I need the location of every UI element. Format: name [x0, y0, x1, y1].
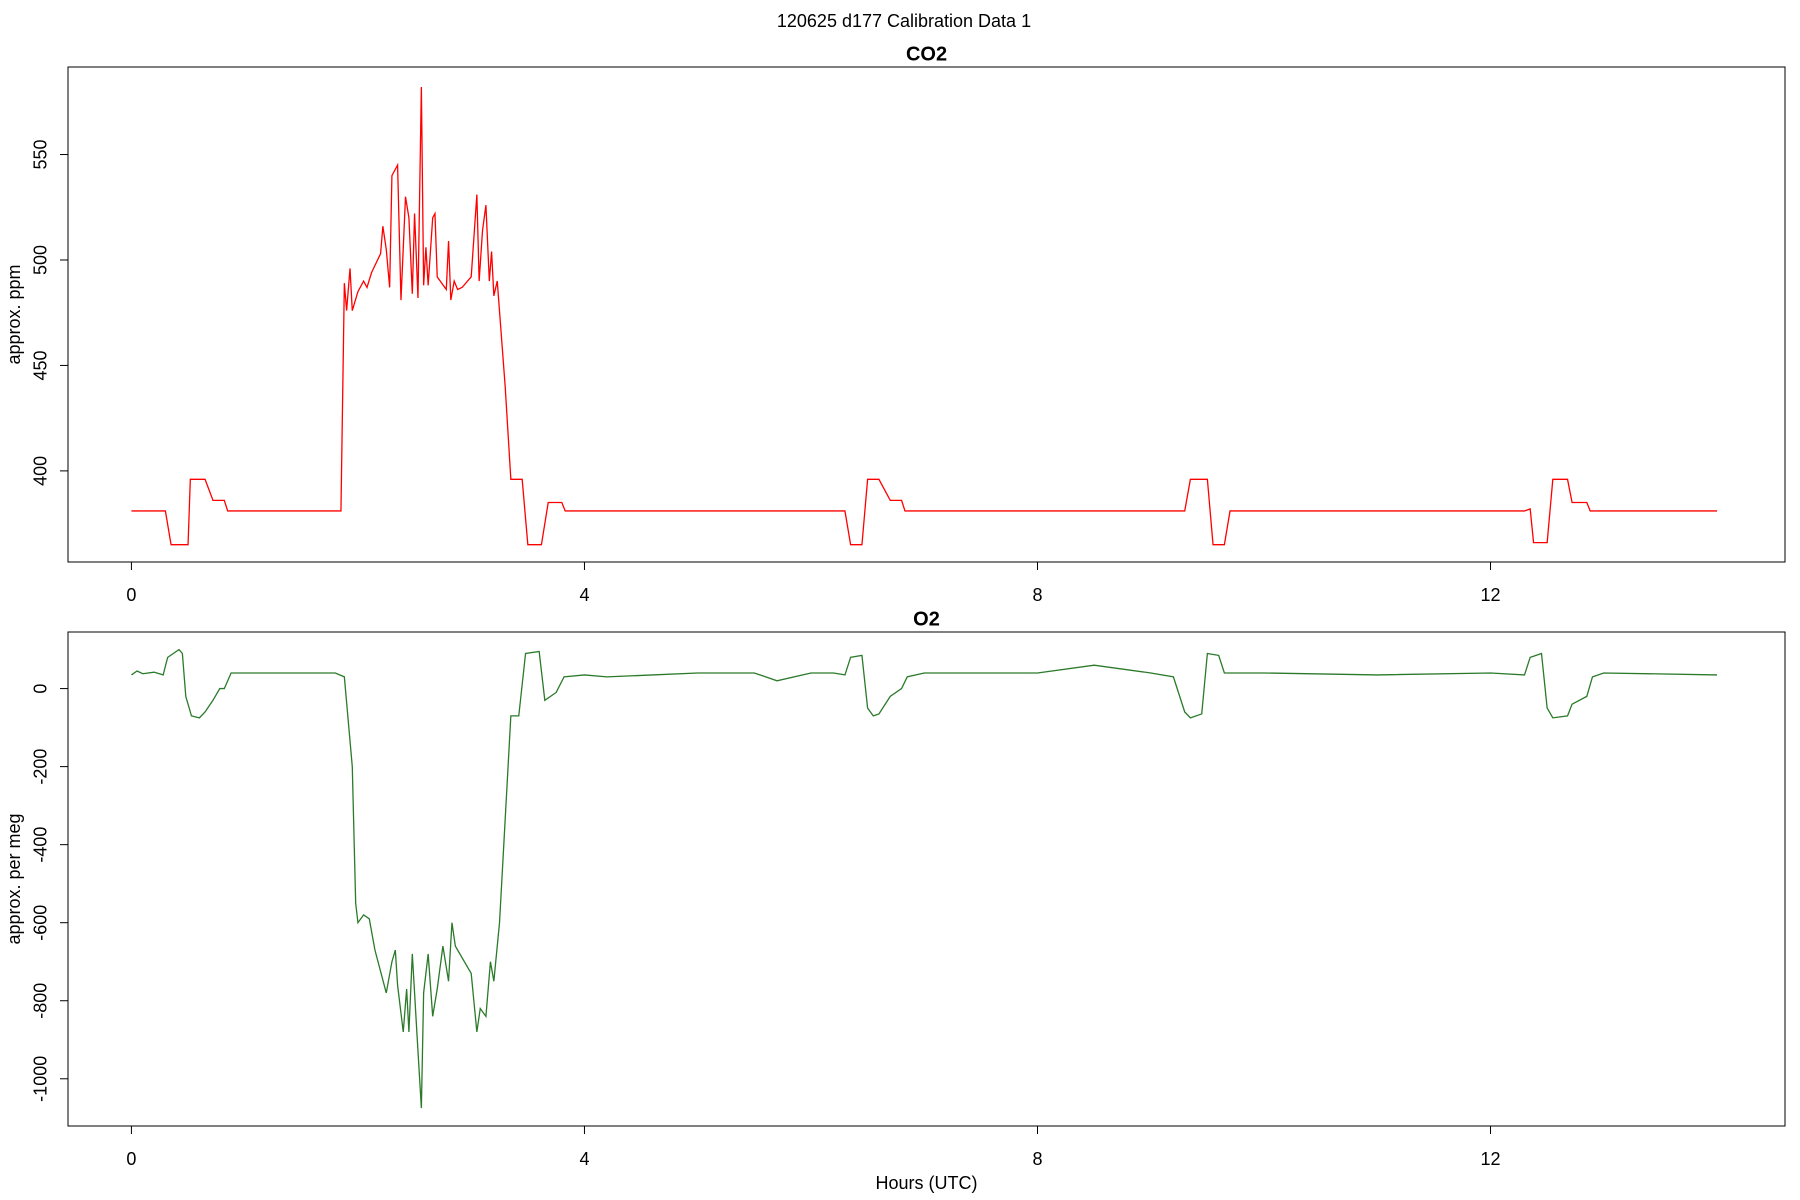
y-tick-label: -600: [31, 905, 51, 941]
plot-box: [67, 631, 1786, 1127]
x-tick-label: 4: [579, 585, 589, 605]
panel-title: O2: [913, 608, 940, 630]
data-line: [131, 87, 1718, 546]
data-line: [131, 648, 1718, 1109]
y-tick-label: 400: [31, 456, 51, 486]
y-tick-label: 450: [31, 350, 51, 380]
x-tick-label: 0: [126, 1149, 136, 1169]
plot-box: [67, 66, 1786, 563]
figure-title: 120625 d177 Calibration Data 1: [777, 11, 1031, 31]
y-tick-label: -200: [31, 749, 51, 785]
y-tick-label: 0: [31, 684, 51, 694]
x-tick-label: 8: [1032, 1149, 1042, 1169]
y-tick-label: -400: [31, 827, 51, 863]
x-tick-label: 12: [1481, 585, 1501, 605]
y-axis-label: approx. ppm: [4, 264, 24, 364]
y-tick-label: -1000: [31, 1056, 51, 1102]
y-axis-label: approx. per meg: [4, 813, 24, 944]
x-tick-label: 4: [579, 1149, 589, 1169]
x-tick-label: 8: [1032, 585, 1042, 605]
x-tick-label: 12: [1481, 1149, 1501, 1169]
panel-title: CO2: [906, 43, 947, 65]
x-tick-label: 0: [126, 585, 136, 605]
x-axis-label: Hours (UTC): [876, 1173, 978, 1193]
y-tick-label: 550: [31, 140, 51, 170]
y-tick-label: 500: [31, 245, 51, 275]
y-tick-label: -800: [31, 983, 51, 1019]
